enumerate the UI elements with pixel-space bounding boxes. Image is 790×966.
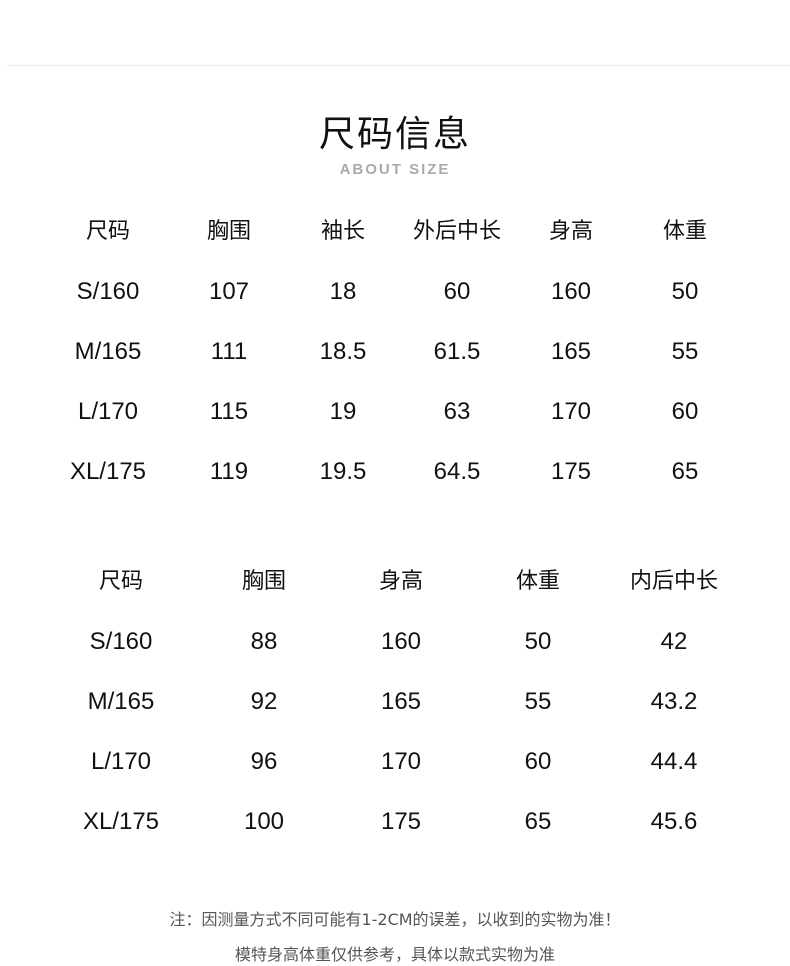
table-row: M/165 111 18.5 61.5 165 55 bbox=[0, 322, 790, 382]
table-cell: 55 bbox=[524, 688, 552, 715]
table-cell: 60 bbox=[671, 398, 699, 425]
table-cell: XL/175 bbox=[69, 458, 147, 485]
table-cell: 107 bbox=[208, 278, 250, 305]
table-cell: 60 bbox=[524, 748, 552, 775]
column-header: 尺码 bbox=[85, 219, 130, 244]
column-header: 内后中长 bbox=[629, 569, 718, 594]
table-header-row: 尺码 胸围 身高 体重 内后中长 bbox=[0, 552, 790, 612]
table-cell: 92 bbox=[250, 688, 278, 715]
size-table-top: 尺码 胸围 袖长 外后中长 身高 体重 S/160 107 18 60 160 50 M/165 111 1… bbox=[0, 202, 790, 502]
column-header: 身高 bbox=[378, 569, 423, 594]
table-row: L/170 96 170 60 44.4 bbox=[0, 732, 790, 792]
table-header-row: 尺码 胸围 袖长 外后中长 身高 体重 bbox=[0, 202, 790, 262]
table-cell: 100 bbox=[243, 808, 285, 835]
table-cell: 19 bbox=[329, 398, 357, 425]
table-cell: XL/175 bbox=[82, 808, 160, 835]
table-cell: 43.2 bbox=[650, 688, 698, 715]
table-cell: 160 bbox=[550, 278, 592, 305]
table-cell: 55 bbox=[671, 338, 699, 365]
table-cell: 111 bbox=[210, 338, 248, 365]
column-header: 体重 bbox=[662, 219, 707, 244]
table-row: XL/175 119 19.5 64.5 175 65 bbox=[0, 442, 790, 502]
table-cell: 61.5 bbox=[433, 338, 481, 365]
table-row: XL/175 100 175 65 45.6 bbox=[0, 792, 790, 852]
table-cell: 64.5 bbox=[433, 458, 481, 485]
table-row: L/170 115 19 63 170 60 bbox=[0, 382, 790, 442]
table-cell: 170 bbox=[550, 398, 592, 425]
table-cell: L/170 bbox=[90, 748, 152, 775]
table-cell: 96 bbox=[250, 748, 278, 775]
table-cell: 175 bbox=[380, 808, 422, 835]
column-header: 胸围 bbox=[206, 219, 251, 244]
table-cell: 65 bbox=[671, 458, 699, 485]
column-header: 身高 bbox=[548, 219, 593, 244]
table-cell: 60 bbox=[443, 278, 471, 305]
table-cell: 160 bbox=[380, 628, 422, 655]
table-cell: 175 bbox=[550, 458, 592, 485]
page-title: 尺码信息 bbox=[318, 114, 471, 155]
table-cell: 18.5 bbox=[319, 338, 367, 365]
model-note: 模特身高体重仅供参考，具体以款式实物为准 bbox=[234, 945, 555, 964]
table-row: M/165 92 165 55 43.2 bbox=[0, 672, 790, 732]
table-cell: S/160 bbox=[89, 628, 153, 655]
table-cell: S/160 bbox=[76, 278, 140, 305]
table-row: S/160 107 18 60 160 50 bbox=[0, 262, 790, 322]
size-table-bottom: 尺码 胸围 身高 体重 内后中长 S/160 88 160 50 42 M/165 92 165 55 43… bbox=[0, 552, 790, 852]
table-cell: 165 bbox=[380, 688, 422, 715]
table-cell: M/165 bbox=[74, 338, 142, 365]
table-row: S/160 88 160 50 42 bbox=[0, 612, 790, 672]
table-cell: 119 bbox=[209, 458, 249, 485]
column-header: 胸围 bbox=[241, 569, 286, 594]
table-cell: 65 bbox=[524, 808, 552, 835]
column-header: 尺码 bbox=[98, 569, 143, 594]
table-cell: 50 bbox=[524, 628, 552, 655]
table-cell: 45.6 bbox=[650, 808, 698, 835]
measurement-note: 注：因测量方式不同可能有1-2CM的误差，以收到的实物为准！ bbox=[169, 910, 621, 929]
column-header: 袖长 bbox=[320, 219, 365, 244]
column-header: 外后中长 bbox=[412, 219, 501, 244]
top-divider bbox=[7, 65, 790, 66]
table-cell: 19.5 bbox=[319, 458, 367, 485]
table-cell: 88 bbox=[250, 628, 278, 655]
table-cell: L/170 bbox=[77, 398, 139, 425]
table-cell: 115 bbox=[209, 398, 249, 425]
table-cell: 50 bbox=[671, 278, 699, 305]
table-cell: 63 bbox=[443, 398, 471, 425]
page-subtitle: ABOUT SIZE bbox=[339, 161, 451, 178]
table-cell: 165 bbox=[550, 338, 592, 365]
table-cell: 18 bbox=[329, 278, 357, 305]
table-cell: M/165 bbox=[87, 688, 155, 715]
table-cell: 170 bbox=[380, 748, 422, 775]
table-cell: 42 bbox=[660, 628, 688, 655]
column-header: 体重 bbox=[515, 569, 560, 594]
table-cell: 44.4 bbox=[650, 748, 698, 775]
